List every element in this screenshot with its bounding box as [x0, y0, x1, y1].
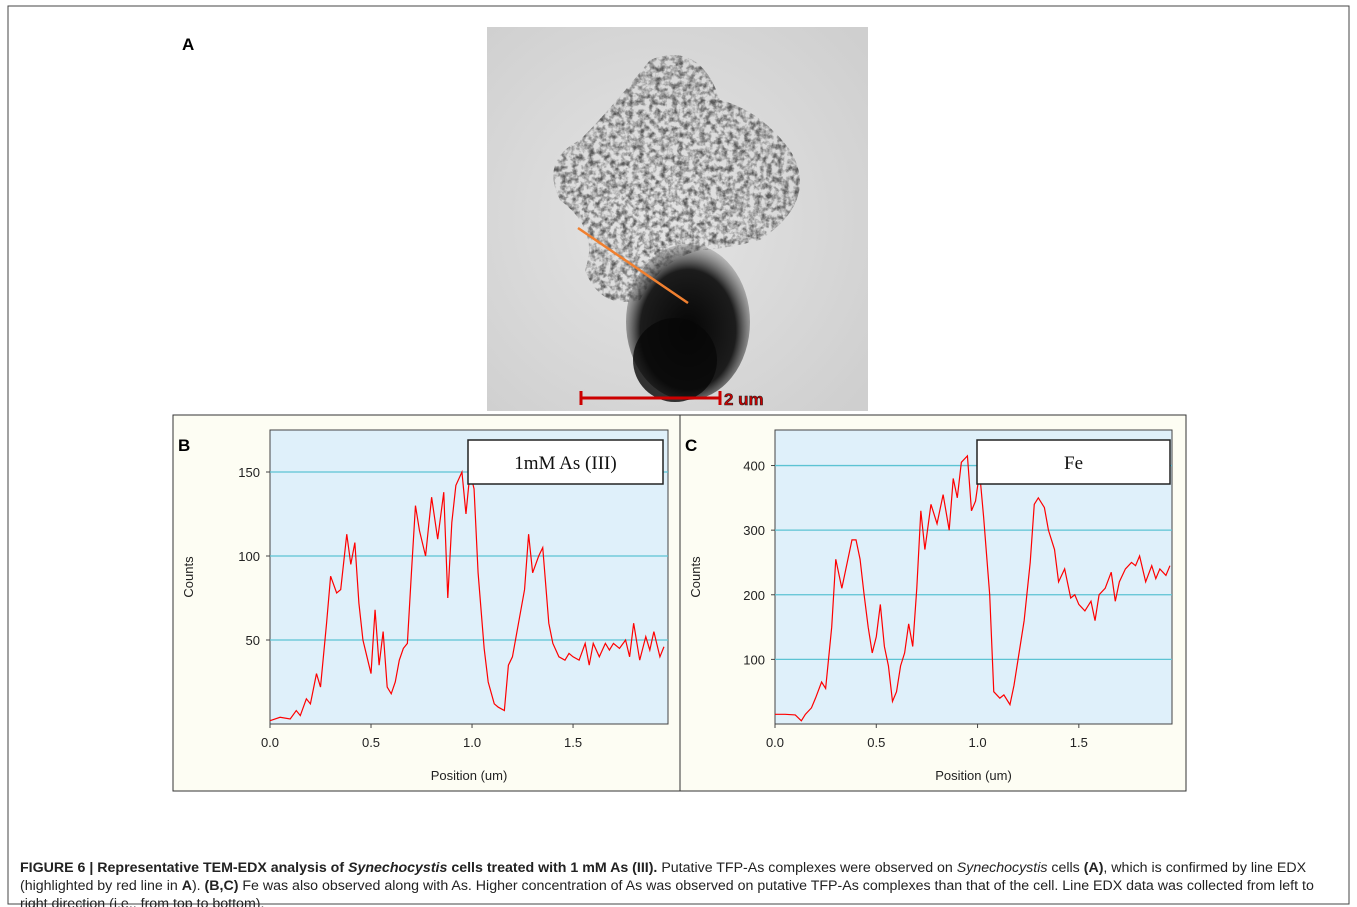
x-tick-label: 1.0	[969, 735, 987, 750]
y-tick-label: 150	[238, 465, 260, 480]
caption-run: Synechocystis	[956, 860, 1048, 876]
y-axis-label: Counts	[688, 556, 703, 598]
scale-bar-label: 2 um	[724, 390, 764, 409]
panel-label: C	[685, 436, 697, 455]
y-tick-label: 50	[246, 633, 260, 648]
y-tick-label: 200	[743, 588, 765, 603]
y-tick-label: 400	[743, 459, 765, 474]
caption-run: ).	[191, 878, 205, 894]
figure-border	[7, 5, 1350, 905]
charts: B 50 100 150 0.0 0.5 1.0 1.5 Position (um) Counts…	[172, 414, 1187, 792]
caption-run: Putative TFP-As complexes were observed …	[657, 860, 957, 876]
data-line	[269, 469, 665, 722]
legend-label: Fe	[1064, 453, 1083, 474]
caption-run: (B,C)	[204, 878, 239, 894]
panel-label: A	[182, 35, 194, 54]
caption-run: Synechocystis	[348, 860, 448, 876]
tem-image	[487, 27, 868, 411]
caption-run: A	[181, 878, 192, 894]
data-line	[775, 454, 1171, 722]
caption-run: (A)	[1083, 860, 1104, 876]
x-tick-label: 1.0	[463, 735, 481, 750]
legend-box	[467, 439, 664, 485]
panel-label: B	[178, 436, 190, 455]
caption-run: cells treated with 1 mM As (III).	[447, 860, 658, 876]
x-tick-label: 1.5	[564, 735, 582, 750]
x-tick-label: 0.5	[867, 735, 885, 750]
x-axis-label: Position (um)	[431, 768, 508, 783]
caption-run: , which is confirmed by line EDX (highli…	[20, 860, 1307, 894]
y-tick-label: 300	[743, 523, 765, 538]
caption: FIGURE 6 | Representative TEM-EDX analys…	[20, 859, 1340, 907]
x-tick-label: 0.0	[766, 735, 784, 750]
y-tick-label: 100	[238, 549, 260, 564]
x-tick-label: 0.5	[362, 735, 380, 750]
legend-label: 1mM As (III)	[514, 453, 616, 474]
legend-box	[976, 439, 1171, 485]
y-axis-label: Counts	[181, 556, 196, 598]
x-tick-label: 0.0	[261, 735, 279, 750]
y-tick-label: 100	[743, 652, 765, 667]
x-axis-label: Position (um)	[935, 768, 1012, 783]
caption-run: cells	[1047, 860, 1084, 876]
x-tick-label: 1.5	[1070, 735, 1088, 750]
caption-run: FIGURE 6 | Representative TEM-EDX analys…	[20, 860, 349, 876]
caption-run: Fe was also observed along with As. High…	[20, 878, 1314, 907]
